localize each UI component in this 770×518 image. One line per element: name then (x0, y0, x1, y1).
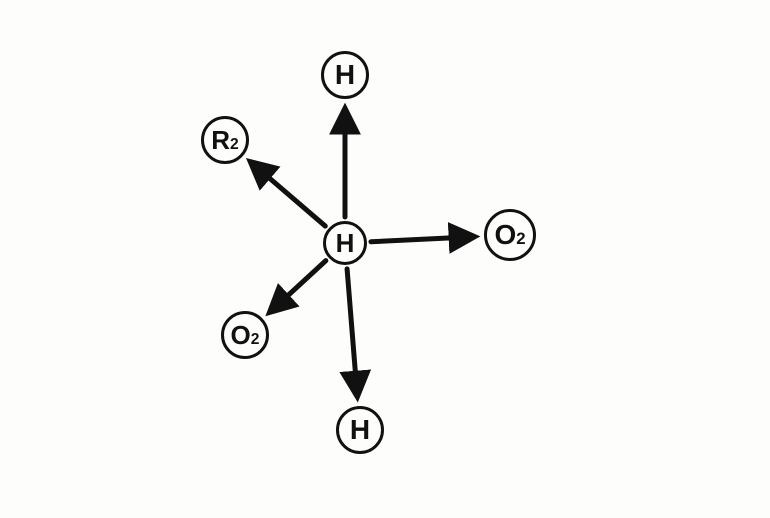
edge-center-downleft (270, 261, 326, 312)
node-label-center: H (336, 228, 355, 259)
node-upleft: R2 (201, 116, 249, 164)
node-label-upleft: R2 (211, 125, 238, 156)
node-label-main-top: H (335, 59, 355, 91)
node-label-sub-downleft: 2 (251, 332, 260, 348)
node-label-bottom: H (350, 414, 370, 446)
node-label-downleft: O2 (231, 320, 260, 351)
node-label-main-center: H (336, 228, 355, 259)
node-top: H (321, 51, 369, 99)
node-label-main-upleft: R (211, 125, 230, 156)
edge-center-right (371, 237, 474, 242)
node-label-main-bottom: H (350, 414, 370, 446)
node-downleft: O2 (221, 311, 269, 359)
edge-center-bottom (347, 269, 357, 396)
node-label-sub-upleft: 2 (230, 137, 239, 153)
node-right: O2 (484, 209, 536, 261)
node-bottom: H (336, 406, 384, 454)
node-label-main-downleft: O (231, 320, 251, 351)
diagram-canvas: HHHO2R2O2 (0, 0, 770, 518)
node-label-top: H (335, 59, 355, 91)
node-label-right: O2 (494, 219, 525, 251)
node-center: H (323, 221, 367, 265)
edges-layer (0, 0, 770, 518)
edge-center-upleft (251, 162, 325, 226)
node-label-sub-right: 2 (516, 231, 525, 248)
node-label-main-right: O (494, 219, 516, 251)
